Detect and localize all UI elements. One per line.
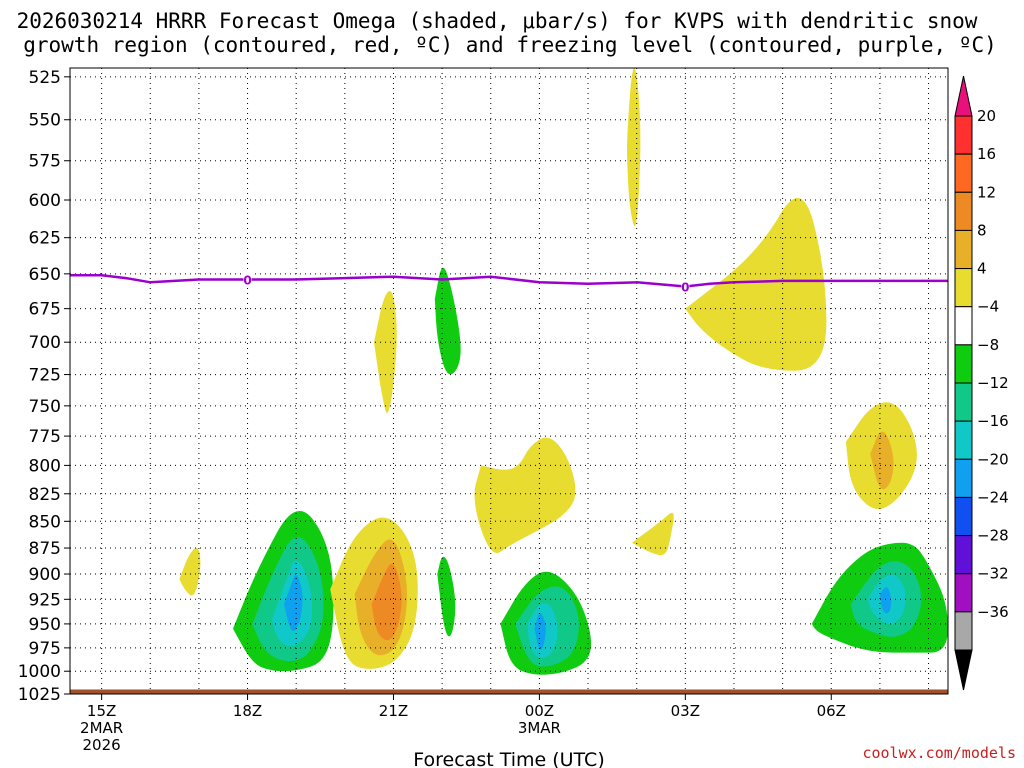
x-tick-date: 3MAR: [518, 719, 561, 737]
y-tick-label: 775: [29, 427, 61, 447]
chart-title-line1: 2026030214 HRRR Forecast Omega (shaded, …: [17, 9, 978, 33]
y-tick-label: 725: [29, 366, 61, 386]
colorbar-segment: [954, 306, 973, 346]
colorbar-segment: [954, 191, 973, 231]
colorbar-segment: [954, 229, 973, 270]
y-tick-label: 700: [29, 333, 61, 353]
colorbar-segment: [954, 573, 973, 613]
y-tick-label: 800: [29, 456, 61, 476]
omega-region-20: [534, 613, 546, 650]
chart-title-line2: growth region (contoured, red, ºC) and f…: [23, 33, 997, 57]
colorbar-label: 4: [977, 260, 987, 278]
omega-region-4: [685, 197, 827, 371]
y-tick-label: 525: [29, 68, 61, 88]
y-tick-label: 875: [29, 539, 61, 559]
omega-region-7: [870, 431, 894, 490]
colorbar-label: −16: [977, 412, 1009, 430]
colorbar-label: −20: [977, 450, 1009, 468]
x-tick-label: 03Z: [671, 702, 700, 720]
freezing-level-contour: 00: [70, 272, 948, 295]
credit-text[interactable]: coolwx.com/models: [862, 744, 1016, 762]
y-tick-label: 825: [29, 485, 61, 505]
colorbar-label: 20: [977, 107, 996, 125]
y-tick-label: 550: [29, 111, 61, 131]
colorbar-segment: [954, 535, 973, 575]
colorbar-segment: [954, 115, 973, 155]
colorbar-label: −36: [977, 603, 1009, 621]
colorbar-label: −32: [977, 565, 1009, 583]
y-axis: 525 550 575 600 625 650 675 700 725 750 775 800 825 8…: [18, 68, 70, 705]
colorbar-segment: [954, 458, 973, 498]
freezing-label-bg: [681, 279, 690, 293]
colorbar-segment: [954, 153, 973, 193]
y-tick-label: 600: [29, 191, 61, 211]
omega-region-0: [179, 548, 201, 596]
y-tick-label: 1000: [18, 662, 61, 682]
colorbar-label: −12: [977, 374, 1009, 392]
colorbar-top-arrow: [954, 75, 973, 117]
colorbar-label: 8: [977, 221, 987, 239]
colorbar-segment: [954, 382, 973, 422]
x-tick-year: 2026: [83, 736, 121, 754]
colorbar-segment: [954, 611, 973, 651]
x-tick-label: 06Z: [817, 702, 846, 720]
colorbar-label: 16: [977, 145, 996, 163]
plot-area: 00: [69, 67, 949, 695]
freezing-level-label: 0: [243, 274, 251, 288]
colorbar-label: −24: [977, 488, 1009, 506]
x-tick-date: 2MAR: [80, 719, 123, 737]
colorbar: 20 16 12 8 4 −4 −8 −12 −16 −20 −24 −28 −32 −36: [954, 75, 1009, 691]
grid-lines: [70, 68, 948, 695]
x-axis-label: Forecast Time (UTC): [413, 749, 604, 768]
colorbar-segment: [954, 268, 973, 308]
surface-bar: [70, 689, 948, 694]
x-tick-label: 00Z: [525, 702, 554, 720]
colorbar-segment: [954, 344, 973, 384]
y-tick-label: 625: [29, 229, 61, 249]
omega-region-24: [879, 587, 892, 614]
omega-region-16: [437, 556, 456, 637]
x-tick-label: 18Z: [233, 702, 262, 720]
omega-region-14: [371, 563, 402, 641]
omega-region-11: [284, 575, 303, 632]
plot-frame: [69, 67, 949, 695]
omega-region-15: [434, 267, 461, 375]
freezing-level-label: 0: [681, 281, 689, 295]
colorbar-segment: [954, 420, 973, 460]
y-tick-label: 650: [29, 265, 61, 285]
y-tick-label: 1025: [18, 685, 61, 705]
omega-shading: [179, 68, 948, 675]
colorbar-label: 12: [977, 183, 996, 201]
omega-region-5: [631, 512, 674, 556]
y-tick-label: 900: [29, 565, 61, 585]
y-tick-label: 950: [29, 615, 61, 635]
x-tick-label: 15Z: [87, 702, 116, 720]
colorbar-label: −4: [977, 298, 999, 316]
colorbar-label: −8: [977, 336, 999, 354]
y-tick-label: 850: [29, 512, 61, 532]
y-tick-label: 750: [29, 397, 61, 417]
freezing-label-bg: [243, 272, 252, 286]
omega-region-1: [627, 68, 641, 227]
surface-terrain: [70, 689, 948, 694]
freezing-level-line: [70, 274, 948, 288]
colorbar-segment: [954, 496, 973, 537]
colorbar-bottom-arrow: [954, 649, 973, 691]
omega-region-3: [474, 437, 576, 553]
y-tick-label: 675: [29, 300, 61, 320]
y-tick-label: 925: [29, 590, 61, 610]
x-tick-label: 21Z: [379, 702, 408, 720]
y-tick-label: 575: [29, 152, 61, 172]
y-tick-label: 975: [29, 639, 61, 659]
colorbar-label: −28: [977, 527, 1009, 545]
omega-region-2: [374, 291, 397, 413]
